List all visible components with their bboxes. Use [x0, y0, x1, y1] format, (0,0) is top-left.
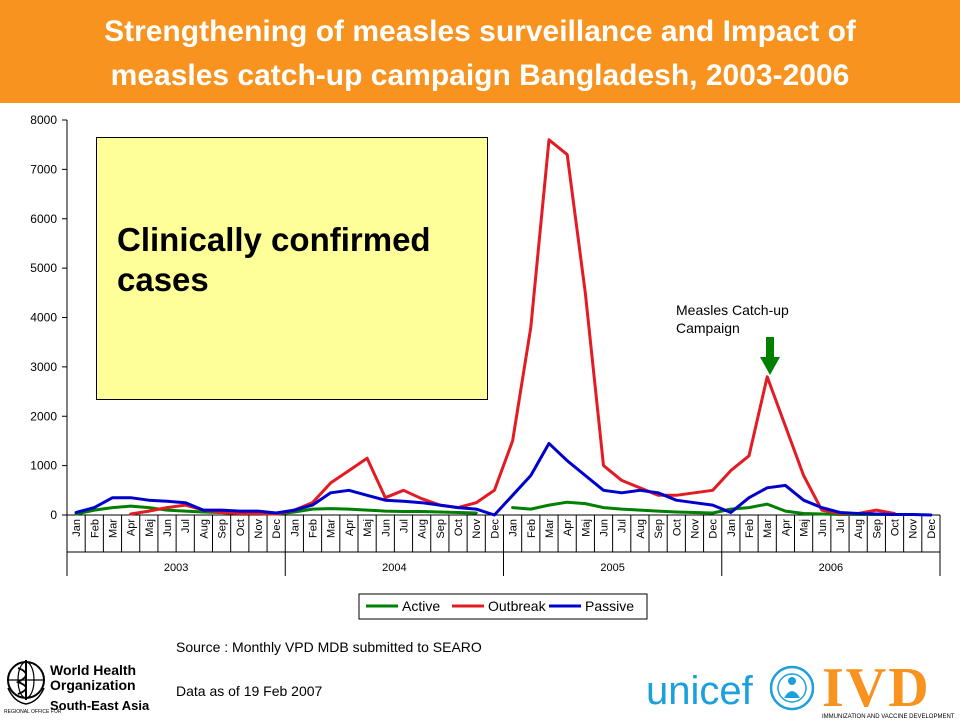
who-line4: REGIONAL OFFICE FOR — [4, 709, 62, 715]
x-tick-label: Apr — [562, 519, 574, 536]
x-tick-label: Jul — [835, 519, 847, 533]
x-tick-label: Feb — [744, 519, 756, 538]
x-tick-label: Jan — [726, 519, 738, 537]
chart-axes: 0 1000 2000 3000 4000 5000 6000 7000 8000 Jan Feb M… — [30, 113, 941, 576]
header-banner: Strengthening of measles surveillance an… — [0, 0, 960, 103]
year-label: 2005 — [600, 562, 624, 574]
ivd-tagline: IMMUNIZATION AND VACCINE DEVELOPMENT — [822, 714, 955, 720]
x-tick-label: Sep — [217, 519, 229, 539]
year-label: 2006 — [819, 562, 843, 574]
data-date-note: Data as of 19 Feb 2007 — [176, 683, 323, 699]
who-logo: World Health Organization REGIONAL OFFIC… — [4, 660, 150, 715]
x-tick-label: Aug — [853, 519, 865, 539]
catch-up-campaign-label: Measles Catch-up Campaign — [676, 302, 789, 336]
x-tick-label: Jan — [508, 519, 520, 537]
x-tick-label: Maj — [144, 519, 156, 537]
y-tick-label: 7000 — [30, 162, 57, 176]
x-tick-label: Oct — [453, 519, 465, 536]
y-tick-label: 8000 — [30, 113, 57, 127]
x-tick-label: Jan — [289, 519, 301, 537]
x-tick-label: Jun — [162, 519, 174, 537]
unicef-emblem-icon — [769, 665, 815, 711]
x-tick-label: Aug — [417, 519, 429, 539]
x-tick-label: Feb — [89, 519, 101, 538]
x-tick-label: Dec — [708, 519, 720, 539]
x-tick-label: Feb — [308, 519, 320, 538]
x-tick-label: Dec — [271, 519, 283, 539]
x-tick-label: Nov — [471, 519, 483, 539]
x-tick-label: Oct — [890, 519, 902, 536]
source-note: Source : Monthly VPD MDB submitted to SE… — [176, 639, 482, 655]
x-tick-label: Jul — [180, 519, 192, 533]
x-tick-label: Apr — [126, 519, 138, 536]
y-tick-label: 0 — [50, 508, 57, 522]
who-line2: Organization — [50, 677, 136, 693]
unicef-logo: unicef — [646, 665, 815, 713]
y-tick-label: 2000 — [30, 409, 57, 423]
x-tick-label: Mar — [544, 519, 556, 538]
x-tick-label: Maj — [362, 519, 374, 537]
x-tick-label: Mar — [762, 519, 774, 538]
legend-box — [358, 593, 648, 620]
ivd-logo: IVD IMMUNIZATION AND VACCINE DEVELOPMENT — [822, 658, 955, 720]
chart-legend: Active Outbreak Passive — [358, 593, 648, 620]
x-tick-label: Maj — [580, 519, 592, 537]
x-tick-label: Apr — [344, 519, 356, 536]
y-tick-label: 5000 — [30, 261, 57, 275]
note-text: Clinically confirmed cases — [117, 221, 431, 298]
down-arrow-icon — [760, 337, 780, 375]
series-line-outbreak — [129, 138, 896, 516]
x-tick-label: Oct — [671, 519, 683, 536]
x-tick-label: Feb — [526, 519, 538, 538]
who-line1: World Health — [50, 662, 136, 678]
x-tick-label: Dec — [926, 519, 938, 539]
x-tick-label: Sep — [653, 519, 665, 539]
clinically-confirmed-note: Clinically confirmed cases — [96, 137, 488, 400]
who-line3: South-East Asia — [50, 698, 150, 713]
x-tick-label: Jun — [380, 519, 392, 537]
x-tick-label: Aug — [635, 519, 647, 539]
x-tick-label: Sep — [871, 519, 883, 539]
y-tick-label: 1000 — [30, 459, 57, 473]
year-label: 2003 — [164, 562, 188, 574]
x-tick-label: Nov — [908, 519, 920, 539]
x-tick-label: Jun — [599, 519, 611, 537]
who-emblem-icon — [7, 660, 45, 705]
y-tick-label: 6000 — [30, 212, 57, 226]
page-title: Strengthening of measles surveillance an… — [104, 15, 856, 92]
x-tick-label: Dec — [489, 519, 501, 539]
year-label: 2004 — [382, 562, 406, 574]
ivd-wordmark: IVD — [822, 658, 931, 719]
x-tick-label: Aug — [198, 519, 210, 539]
y-tick-label: 3000 — [30, 360, 57, 374]
legend-label: Outbreak — [488, 598, 547, 614]
x-tick-label: Nov — [689, 519, 701, 539]
x-tick-label: Jul — [398, 519, 410, 533]
legend-label: Passive — [585, 598, 634, 614]
x-tick-label: Sep — [435, 519, 447, 539]
chart-series — [74, 138, 933, 517]
x-tick-label: Nov — [253, 519, 265, 539]
x-tick-label: Maj — [799, 519, 811, 537]
x-tick-label: Jul — [617, 519, 629, 533]
x-tick-label: Mar — [107, 519, 119, 538]
x-tick-label: Oct — [235, 519, 247, 536]
legend-label: Active — [402, 598, 440, 614]
x-tick-label: Mar — [326, 519, 338, 538]
series-line-passive — [74, 441, 933, 517]
x-tick-label: Jan — [71, 519, 83, 537]
x-tick-label: Apr — [780, 519, 792, 536]
unicef-wordmark: unicef — [646, 669, 754, 713]
x-tick-label: Jun — [817, 519, 829, 537]
y-tick-label: 4000 — [30, 311, 57, 325]
